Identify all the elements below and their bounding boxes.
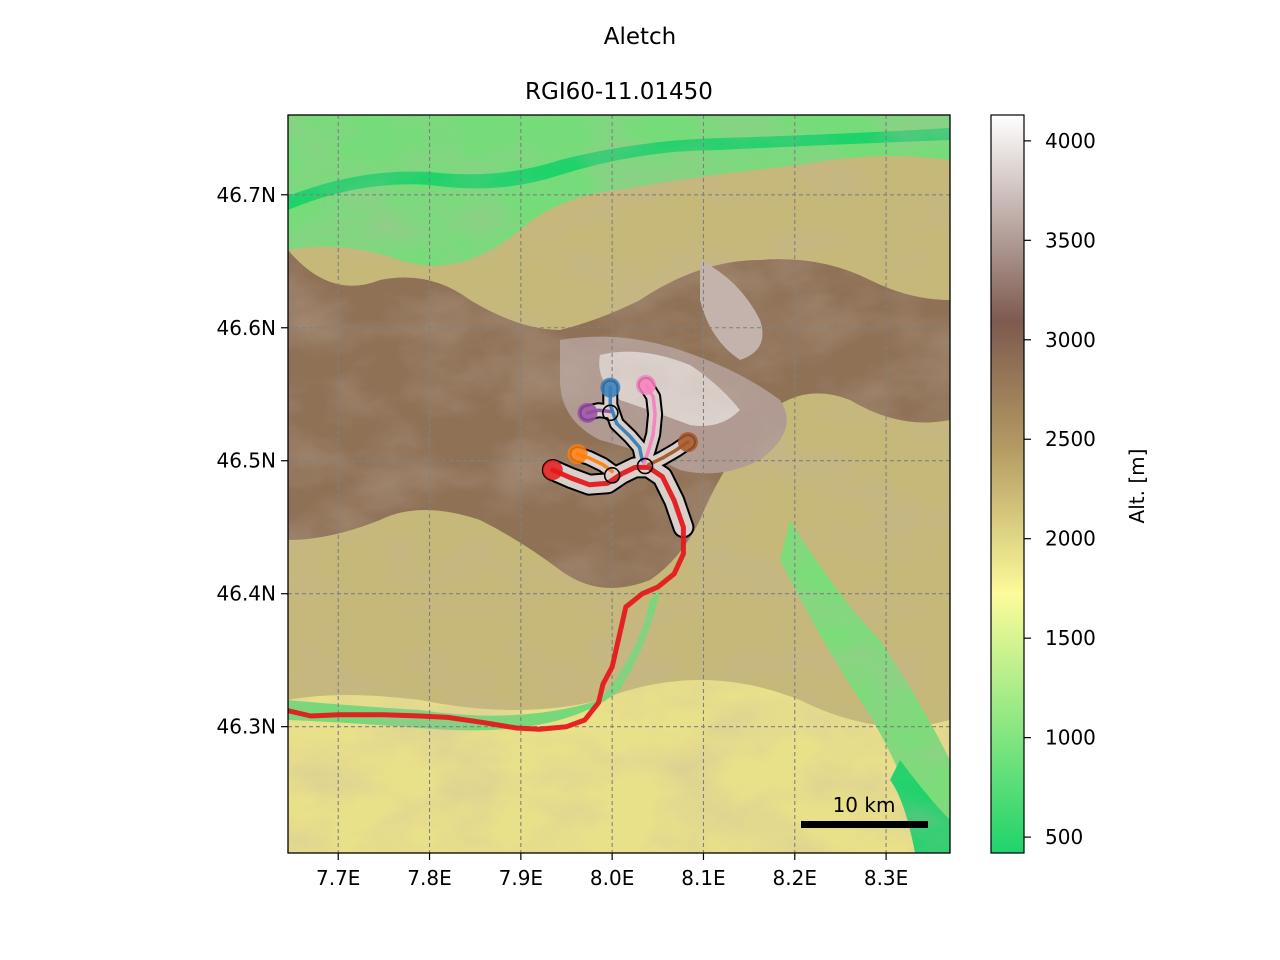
x-tick-label: 8.0E (590, 866, 634, 890)
x-tick-label: 7.9E (499, 866, 543, 890)
y-axis-ticks: 46.3N 46.4N 46.5N 46.6N 46.7N (217, 183, 288, 739)
y-tick-label: 46.3N (217, 715, 277, 739)
flowline-head-marker (542, 460, 563, 481)
x-tick-label: 8.2E (773, 866, 817, 890)
flowline-head-marker (577, 402, 598, 423)
colorbar-ticks: 500 1000 1500 2000 2500 3000 3500 4000 (1024, 129, 1096, 849)
flowline-markers (542, 374, 698, 484)
colorbar-tick-label: 4000 (1045, 129, 1096, 153)
x-tick-label: 7.7E (316, 866, 360, 890)
x-tick-label: 8.1E (681, 866, 725, 890)
y-tick-label: 46.4N (217, 582, 277, 606)
scale-bar-line (801, 821, 928, 828)
x-tick-label: 8.3E (864, 866, 908, 890)
junction-marker (603, 467, 621, 484)
y-tick-label: 46.7N (217, 183, 277, 207)
colorbar-tick-label: 2000 (1045, 527, 1096, 551)
junction-marker (602, 404, 619, 422)
map-frame (287, 114, 951, 854)
colorbar-tick-label: 500 (1045, 825, 1083, 849)
colorbar-tick-label: 2500 (1045, 427, 1096, 451)
colorbar-gradient (990, 114, 1025, 854)
flowline-head-marker (567, 444, 588, 465)
chart-title: Aletch (604, 24, 677, 50)
scale-bar-label: 10 km (833, 793, 896, 817)
x-tick-label: 7.8E (407, 866, 451, 890)
graticule (288, 115, 950, 853)
scale-bar: 10 km (801, 793, 928, 828)
colorbar-tick-label: 1500 (1045, 626, 1096, 650)
flowline (642, 383, 657, 466)
topographic-map (288, 115, 950, 853)
junction-marker (636, 457, 654, 475)
y-tick-label: 46.5N (217, 449, 277, 473)
colorbar-tick-label: 3000 (1045, 328, 1096, 352)
flowline-head-marker (600, 377, 621, 398)
colorbar-tick-label: 1000 (1045, 726, 1096, 750)
chart-subtitle: RGI60-11.01450 (525, 79, 713, 105)
colorbar-label: Alt. [m] (1125, 449, 1149, 524)
flowline (608, 385, 645, 463)
colorbar: 500 1000 1500 2000 2500 3000 3500 4000 Alt. [m] (990, 114, 1149, 854)
flowline (288, 464, 686, 732)
flowline-head-marker (677, 432, 698, 453)
y-tick-label: 46.6N (217, 316, 277, 340)
flowline-head-marker (635, 374, 656, 395)
x-axis-ticks: 7.7E 7.8E 7.9E 8.0E 8.1E 8.2E 8.3E (316, 853, 908, 890)
colorbar-tick-label: 3500 (1045, 228, 1096, 252)
